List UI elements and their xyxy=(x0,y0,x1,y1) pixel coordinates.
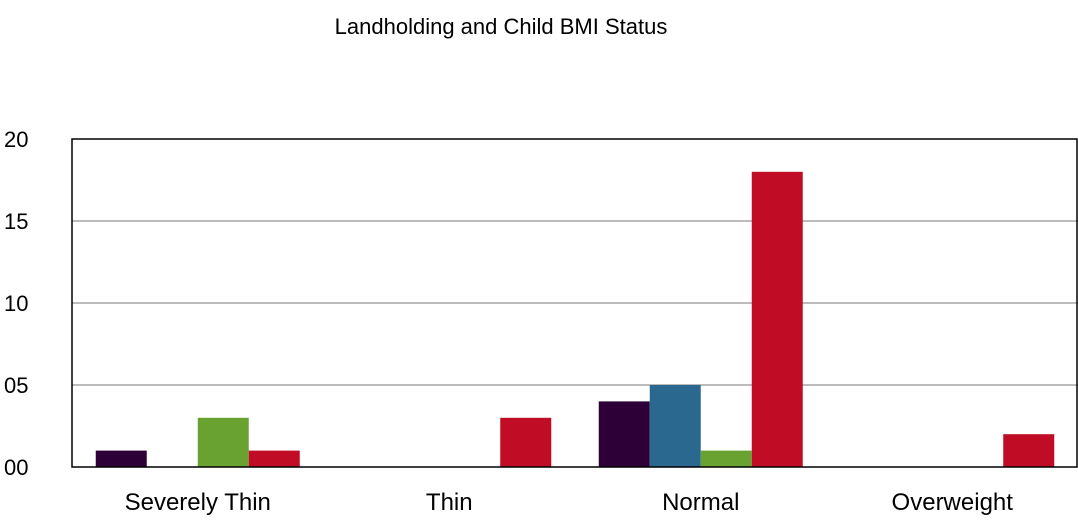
y-axis: 00 05 10 15 20 xyxy=(4,127,28,480)
bars xyxy=(95,171,1055,468)
x-axis: Severely Thin Thin Normal Overweight xyxy=(125,489,1014,516)
plot-area-frame xyxy=(71,138,1078,468)
bar xyxy=(700,450,752,467)
bar xyxy=(248,450,300,467)
y-tick-label: 05 xyxy=(4,373,28,398)
y-tick-label: 10 xyxy=(4,291,28,316)
y-tick-label: 15 xyxy=(4,209,28,234)
bar xyxy=(197,417,249,467)
bar xyxy=(649,385,701,467)
gridlines xyxy=(72,220,1078,386)
y-tick-label: 00 xyxy=(4,455,28,480)
x-tick-label: Severely Thin xyxy=(125,489,271,516)
bar xyxy=(95,450,147,467)
bar xyxy=(500,417,552,467)
bar xyxy=(751,171,803,468)
bar xyxy=(1003,434,1055,467)
x-tick-label: Overweight xyxy=(892,489,1014,516)
x-tick-label: Thin xyxy=(426,489,473,516)
bar xyxy=(598,401,650,467)
x-tick-label: Normal xyxy=(662,489,739,516)
chart-title: Landholding and Child BMI Status xyxy=(334,14,668,39)
y-tick-label: 20 xyxy=(4,127,28,152)
